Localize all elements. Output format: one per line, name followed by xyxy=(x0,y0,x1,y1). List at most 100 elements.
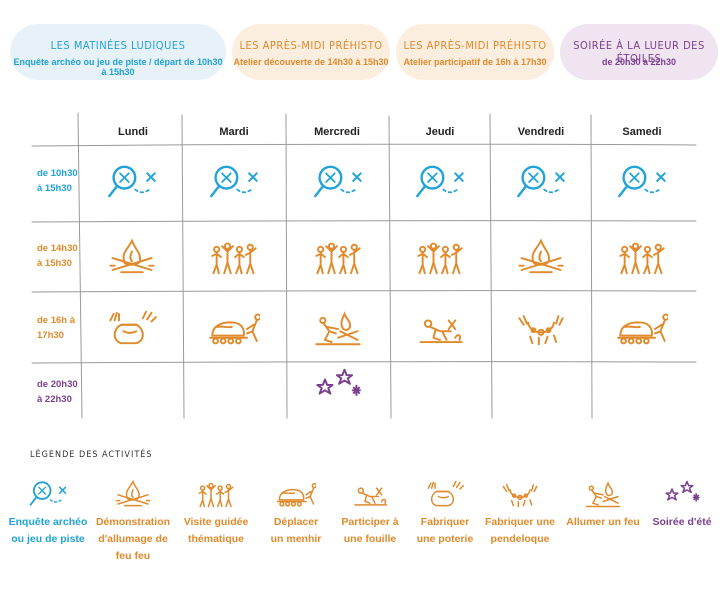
schedule-cell-enquete xyxy=(106,161,158,208)
header-title: SOIRÉE À LA LUEUR DES ÉTOILES xyxy=(573,39,705,65)
legend-item-feu: Démonstration d'allumage de feu feu xyxy=(93,478,173,565)
time-slot-afternoon-2: de 16h à 17h30 xyxy=(37,315,76,341)
legend-item-allumer: Allumer un feu xyxy=(563,478,643,531)
fouille-icon xyxy=(354,487,388,506)
legend-label-line: thématique xyxy=(187,533,244,545)
legend-item-enquete: Enquête archéo ou jeu de piste xyxy=(8,478,88,548)
menhir-icon xyxy=(209,313,262,345)
legend-label-line: Visite guidée xyxy=(183,516,249,528)
header-apres-midi-decouverte: LES APRÈS-MIDI PRÉHISTO Atelier découver… xyxy=(232,24,390,80)
enquete-icon xyxy=(618,165,666,198)
header-subtitle: de 20h30 à 22h30 xyxy=(601,57,677,67)
soiree-icon xyxy=(665,480,700,502)
legend-label-line: Soirée d'été xyxy=(652,516,712,528)
legend-label-line: Allumer un feu xyxy=(566,516,640,528)
schedule-cell-enquete xyxy=(616,161,668,208)
legend-label-line: Enquête archéo xyxy=(8,516,88,528)
legend-label-line: feu feu xyxy=(115,550,151,562)
legend-label-line: un menhir xyxy=(270,533,322,545)
header-apres-midi-participatif: LES APRÈS-MIDI PRÉHISTO Atelier particip… xyxy=(396,24,554,80)
legend-label: Allumer un feu xyxy=(563,514,643,531)
time-slot-morning: de 10h30 à 15h30 xyxy=(37,168,78,194)
header-title: LES APRÈS-MIDI PRÉHISTO xyxy=(403,39,547,52)
allumer-icon xyxy=(585,481,621,508)
enquete-icon xyxy=(517,165,565,198)
legend-label: Enquête archéo ou jeu de piste xyxy=(8,514,88,548)
header-matinees: LES MATINÉES LUDIQUES Enquête archéo ou … xyxy=(10,24,226,80)
day-header-samedi: Samedi xyxy=(622,126,662,138)
header-title: LES APRÈS-MIDI PRÉHISTO xyxy=(239,39,383,52)
visite-icon xyxy=(619,242,665,275)
menhir-icon xyxy=(276,482,316,507)
legend-item-soiree: Soirée d'été xyxy=(642,478,722,531)
enquete-icon xyxy=(314,165,362,198)
legend-label-line: une poterie xyxy=(416,533,474,545)
legend-label-line: Participer à xyxy=(341,516,399,528)
legend-label: Participer à une fouille xyxy=(330,514,410,548)
allumer-icon xyxy=(315,311,361,346)
schedule-cell-poterie xyxy=(106,307,158,354)
legend-label: Démonstration d'allumage de feu feu xyxy=(93,514,173,565)
enquete-icon xyxy=(108,165,156,198)
schedule-cell-enquete xyxy=(414,161,466,208)
legend-label-line: Fabriquer xyxy=(420,516,470,528)
legend-label: Fabriquer une pendeloque xyxy=(480,514,560,548)
schedule-cell-feu xyxy=(106,236,158,283)
visite-icon xyxy=(198,482,234,508)
poterie-icon xyxy=(427,480,465,507)
legend-item-visite: Visite guidée thématique xyxy=(176,478,256,548)
legend-item-poterie: Fabriquer une poterie xyxy=(405,478,485,548)
time-slot-afternoon-1: de 14h30 à 15h30 xyxy=(37,243,78,269)
day-header-mardi: Mardi xyxy=(219,126,249,138)
legend-item-menhir: Déplacer un menhir xyxy=(256,478,336,548)
visite-icon xyxy=(417,242,463,275)
schedule-cell-menhir xyxy=(616,307,670,354)
legend-item-pendeloque: Fabriquer une pendeloque xyxy=(480,478,560,548)
legend-label: Visite guidée thématique xyxy=(176,514,256,548)
feu-icon xyxy=(109,238,155,274)
pendeloque-icon xyxy=(502,484,538,508)
schedule-cell-feu xyxy=(515,236,567,283)
schedule-cell-allumer xyxy=(312,307,364,354)
legend-label: Soirée d'été xyxy=(642,514,722,531)
day-header-lundi: Lundi xyxy=(118,126,148,138)
visite-icon xyxy=(211,242,257,275)
legend-label-line: une fouille xyxy=(343,533,397,545)
schedule-cell-visite xyxy=(616,236,668,283)
day-header-jeudi: Jeudi xyxy=(425,126,455,138)
feu-icon xyxy=(115,479,151,507)
visite-icon xyxy=(315,242,361,275)
feu-icon xyxy=(518,238,564,274)
time-slot-evening: de 20h30 à 22h30 xyxy=(37,379,78,405)
legend-title: LÉGENDE DES ACTIVITÉS xyxy=(30,450,153,460)
header-subtitle: Atelier découverte de 14h30 à 15h30 xyxy=(233,57,389,67)
legend-label: Fabriquer une poterie xyxy=(405,514,485,548)
schedule-cell-visite xyxy=(414,236,466,283)
legend-label-line: d'allumage de xyxy=(98,533,168,545)
schedule-cell-soiree xyxy=(312,365,364,412)
schedule-cell-enquete xyxy=(515,161,567,208)
enquete-icon xyxy=(416,165,464,198)
schedule-cell-enquete xyxy=(312,161,364,208)
legend-label-line: Démonstration xyxy=(95,516,171,528)
legend-item-fouille: Participer à une fouille xyxy=(330,478,410,548)
schedule-cell-visite xyxy=(312,236,364,283)
header-subtitle: Atelier participatif de 16h à 17h30 xyxy=(403,57,547,67)
pendeloque-icon xyxy=(518,315,564,346)
header-title: LES MATINÉES LUDIQUES xyxy=(50,39,186,52)
legend-label-line: ou jeu de piste xyxy=(11,533,85,545)
legend-label-line: Déplacer xyxy=(273,516,319,528)
legend-label-line: Fabriquer une xyxy=(484,516,555,528)
header-subtitle: Enquête archéo ou jeu de piste / départ … xyxy=(13,57,223,77)
legend-label: Déplacer un menhir xyxy=(256,514,336,548)
schedule-cell-enquete xyxy=(208,161,260,208)
menhir-icon xyxy=(617,313,670,345)
fouille-icon xyxy=(419,319,463,344)
schedule-cell-pendeloque xyxy=(515,307,567,354)
schedule-cell-visite xyxy=(208,236,260,283)
schedule-cell-menhir xyxy=(208,307,262,354)
enquete-icon xyxy=(210,165,258,198)
header-soiree: SOIRÉE À LA LUEUR DES ÉTOILES de 20h30 à… xyxy=(560,24,718,80)
enquete-icon xyxy=(29,481,67,506)
legend-label-line: pendeloque xyxy=(490,533,550,545)
